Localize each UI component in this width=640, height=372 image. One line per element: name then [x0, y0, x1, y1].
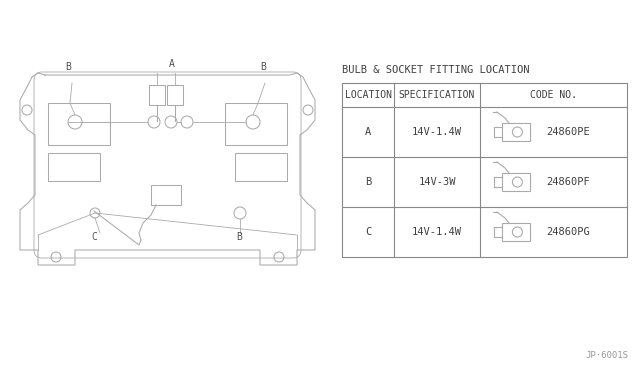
- Text: B: B: [365, 177, 371, 187]
- Text: A: A: [365, 127, 371, 137]
- Text: 14V-1.4W: 14V-1.4W: [412, 227, 462, 237]
- Bar: [342, 83, 627, 257]
- Bar: [48, 103, 110, 145]
- Bar: [151, 185, 181, 205]
- Bar: [502, 123, 530, 141]
- Text: B: B: [236, 232, 242, 242]
- Text: C: C: [365, 227, 371, 237]
- Bar: [225, 103, 287, 145]
- Bar: [149, 85, 165, 105]
- Text: 14V-3W: 14V-3W: [419, 177, 456, 187]
- Text: B: B: [260, 62, 266, 72]
- Bar: [48, 153, 100, 181]
- Bar: [502, 223, 530, 241]
- Text: BULB & SOCKET FITTING LOCATION: BULB & SOCKET FITTING LOCATION: [342, 65, 529, 75]
- Text: 24860PG: 24860PG: [546, 227, 589, 237]
- Text: 24860PE: 24860PE: [546, 127, 589, 137]
- Bar: [235, 153, 287, 181]
- Text: LOCATION: LOCATION: [344, 90, 392, 100]
- Bar: [502, 173, 530, 191]
- Text: C: C: [91, 232, 97, 242]
- Text: 24860PF: 24860PF: [546, 177, 589, 187]
- Text: 14V-1.4W: 14V-1.4W: [412, 127, 462, 137]
- Bar: [167, 85, 183, 105]
- Text: JP·6001S: JP·6001S: [585, 351, 628, 360]
- Text: B: B: [65, 62, 71, 72]
- Text: CODE NO.: CODE NO.: [530, 90, 577, 100]
- Text: A: A: [169, 59, 175, 69]
- Text: SPECIFICATION: SPECIFICATION: [399, 90, 475, 100]
